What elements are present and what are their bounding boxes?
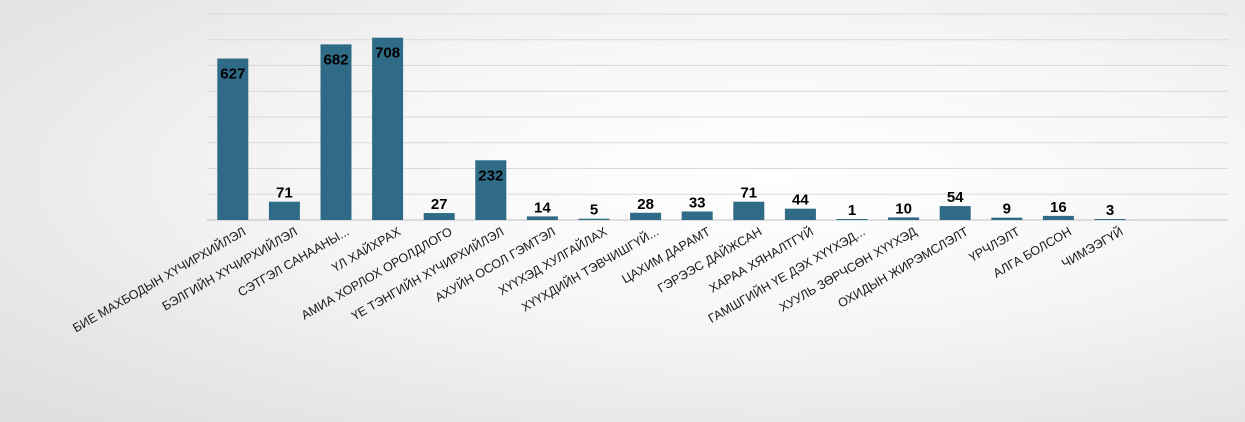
bar — [784, 208, 816, 220]
data-label: 27 — [431, 196, 448, 213]
bar — [733, 201, 765, 220]
data-label: 232 — [478, 167, 503, 184]
data-label: 33 — [689, 195, 706, 212]
data-label: 28 — [637, 196, 654, 213]
bar — [939, 206, 971, 220]
data-label: 71 — [276, 185, 293, 202]
data-labels: 627 71 682 708 27 232 14 5 28 33 71 44 1 10 54 9 16 3 — [220, 45, 1114, 219]
bars — [217, 37, 1126, 221]
data-label: 16 — [1050, 199, 1067, 216]
bar — [475, 160, 507, 220]
bar — [423, 213, 455, 220]
data-label: 682 — [323, 51, 348, 68]
bar — [578, 218, 610, 220]
data-label: 1 — [848, 202, 856, 219]
bar — [991, 217, 1023, 220]
bar — [372, 37, 404, 220]
bar — [681, 211, 713, 220]
bar — [630, 212, 662, 220]
data-label: 708 — [375, 45, 400, 62]
data-label: 54 — [947, 189, 964, 206]
data-label: 5 — [590, 202, 598, 219]
data-label: 10 — [895, 200, 912, 217]
data-label: 71 — [740, 185, 757, 202]
bar — [320, 44, 352, 221]
data-label: 44 — [792, 192, 809, 209]
data-label: 9 — [1003, 201, 1011, 218]
bar — [268, 201, 300, 220]
bar — [217, 58, 249, 220]
bar — [836, 219, 868, 220]
gridlines — [207, 13, 1228, 221]
data-label: 3 — [1106, 202, 1114, 219]
data-label: 14 — [534, 199, 551, 216]
data-label: 627 — [220, 66, 245, 83]
bar — [1094, 219, 1126, 220]
bar — [1042, 215, 1074, 220]
bar — [888, 217, 920, 220]
bar — [526, 216, 558, 220]
